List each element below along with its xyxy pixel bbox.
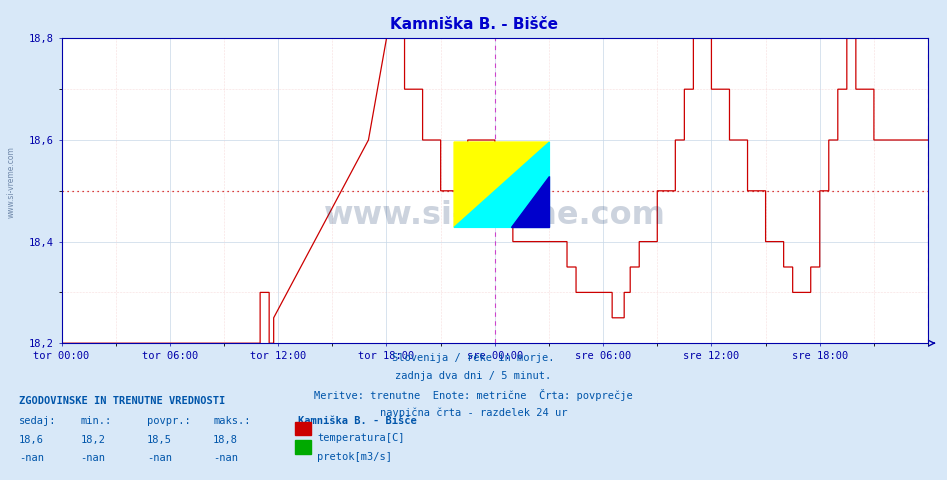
Text: ZGODOVINSKE IN TRENUTNE VREDNOSTI: ZGODOVINSKE IN TRENUTNE VREDNOSTI	[19, 396, 225, 406]
Text: Meritve: trenutne  Enote: metrične  Črta: povprečje: Meritve: trenutne Enote: metrične Črta: …	[314, 389, 633, 401]
Polygon shape	[454, 142, 549, 228]
Text: Kamniška B. - Bišče: Kamniška B. - Bišče	[298, 416, 417, 426]
Text: zadnja dva dni / 5 minut.: zadnja dva dni / 5 minut.	[396, 371, 551, 381]
Text: min.:: min.:	[80, 416, 112, 426]
Text: temperatura[C]: temperatura[C]	[317, 433, 404, 444]
Text: pretok[m3/s]: pretok[m3/s]	[317, 452, 392, 462]
Text: -nan: -nan	[80, 453, 105, 463]
Text: Slovenija / reke in morje.: Slovenija / reke in morje.	[392, 353, 555, 363]
Text: sedaj:: sedaj:	[19, 416, 57, 426]
Text: -nan: -nan	[19, 453, 44, 463]
Text: 18,8: 18,8	[213, 435, 238, 445]
Text: www.si-vreme.com: www.si-vreme.com	[7, 146, 16, 218]
Text: 18,2: 18,2	[80, 435, 105, 445]
Polygon shape	[511, 176, 549, 228]
Text: -nan: -nan	[147, 453, 171, 463]
Text: www.si-vreme.com: www.si-vreme.com	[324, 200, 666, 231]
Text: navpična črta - razdelek 24 ur: navpična črta - razdelek 24 ur	[380, 408, 567, 418]
Text: -nan: -nan	[213, 453, 238, 463]
Text: 18,5: 18,5	[147, 435, 171, 445]
Text: Kamniška B. - Bišče: Kamniška B. - Bišče	[389, 17, 558, 32]
Text: maks.:: maks.:	[213, 416, 251, 426]
Polygon shape	[454, 142, 549, 228]
Text: 18,6: 18,6	[19, 435, 44, 445]
Text: povpr.:: povpr.:	[147, 416, 190, 426]
